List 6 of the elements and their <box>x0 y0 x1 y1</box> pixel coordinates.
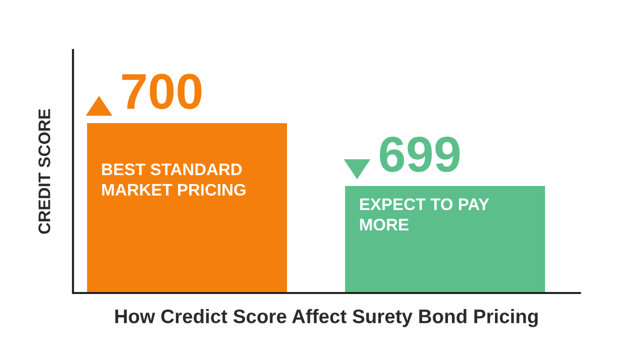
y-axis-title: CREDIT SCORE <box>38 109 50 234</box>
annotation: BEST STANDARD MARKET PRICING <box>102 164 246 196</box>
annotation: EXPECT TO PAY MORE <box>360 198 490 231</box>
text: 700 <box>122 74 202 110</box>
x-axis-title: How Credict Score Affect Surety Bond Pricing <box>115 308 538 328</box>
annotation: 699 <box>380 136 460 172</box>
